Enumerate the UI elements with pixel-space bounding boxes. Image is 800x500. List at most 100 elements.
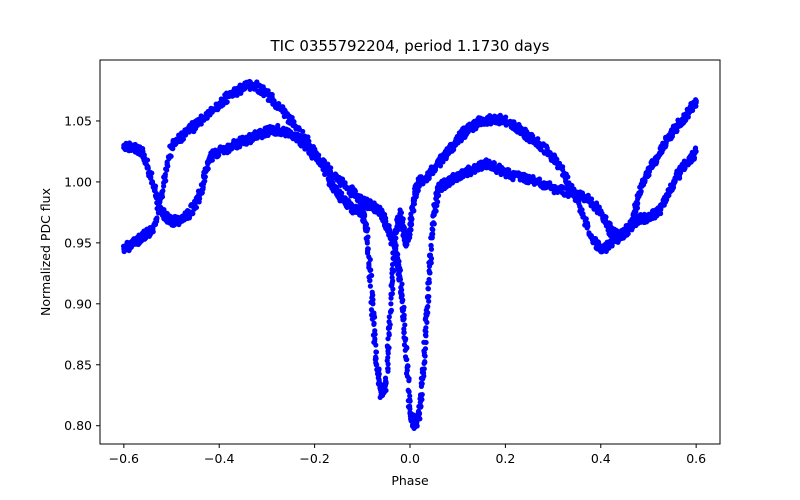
data-point — [373, 349, 379, 355]
data-point — [584, 221, 590, 228]
data-point — [398, 210, 405, 216]
data-point — [152, 185, 158, 191]
data-point — [637, 189, 643, 195]
data-point — [417, 392, 424, 398]
data-point — [147, 174, 154, 181]
data-point — [402, 347, 408, 353]
data-point — [401, 330, 407, 336]
data-point — [503, 174, 509, 180]
data-point — [411, 208, 417, 214]
data-point — [385, 350, 391, 356]
data-point — [691, 155, 698, 161]
data-point — [386, 332, 392, 338]
data-point — [315, 152, 321, 158]
data-point — [693, 100, 699, 106]
data-point — [367, 277, 373, 284]
y-axis-ticks: 0.80 0.85 0.90 0.95 1.00 1.05 — [64, 113, 100, 433]
data-point — [150, 226, 156, 232]
data-point — [371, 331, 377, 337]
data-point — [428, 242, 434, 249]
data-point — [193, 204, 200, 211]
data-point — [162, 172, 168, 178]
data-point — [402, 322, 408, 328]
data-point — [202, 178, 208, 184]
data-point — [291, 119, 297, 125]
data-point — [224, 99, 230, 105]
data-point — [397, 276, 404, 283]
data-point — [199, 190, 205, 196]
data-point — [366, 254, 372, 260]
data-point — [364, 228, 370, 234]
data-point — [603, 214, 609, 220]
data-point — [421, 348, 427, 354]
data-point — [370, 301, 376, 307]
data-point — [149, 170, 155, 176]
data-point — [396, 258, 402, 264]
data-point — [426, 298, 432, 304]
data-point — [407, 393, 413, 399]
data-point — [387, 309, 394, 315]
data-point — [425, 303, 431, 310]
data-point — [399, 299, 405, 305]
data-point — [399, 217, 405, 224]
data-point — [421, 366, 427, 372]
data-point — [300, 128, 306, 135]
data-point — [432, 208, 438, 214]
data-point — [427, 270, 433, 276]
data-point — [427, 252, 434, 258]
chart-title: TIC 0355792204, period 1.1730 days — [269, 37, 549, 55]
data-point — [419, 396, 425, 403]
data-point — [399, 308, 406, 314]
data-point — [365, 247, 371, 254]
data-point — [426, 276, 432, 283]
data-point — [373, 362, 379, 368]
data-point — [543, 143, 550, 149]
data-point — [406, 389, 412, 395]
data-point — [429, 221, 435, 227]
data-point — [170, 146, 176, 152]
data-point — [405, 398, 411, 404]
data-point — [202, 174, 208, 180]
data-point — [404, 364, 410, 371]
data-point — [385, 366, 391, 372]
data-point — [164, 162, 170, 168]
y-tick-label: 0.85 — [64, 357, 92, 372]
x-tick-label: 0.6 — [686, 451, 706, 466]
data-point — [429, 226, 435, 232]
data-point — [423, 339, 429, 346]
data-point — [389, 274, 395, 281]
data-point — [389, 280, 395, 286]
data-point — [426, 293, 432, 300]
data-point — [144, 165, 150, 171]
data-point — [160, 188, 166, 194]
x-tick-label: −0.2 — [299, 451, 329, 466]
data-point — [386, 314, 392, 320]
data-point — [635, 200, 641, 206]
data-point — [653, 161, 659, 167]
data-points-layer — [120, 78, 699, 431]
data-point — [676, 175, 683, 181]
data-point — [180, 136, 187, 142]
data-point — [197, 195, 203, 202]
data-point — [154, 215, 160, 221]
data-point — [503, 114, 509, 120]
data-point — [418, 383, 425, 389]
data-point — [243, 141, 250, 147]
y-tick-label: 0.80 — [64, 418, 92, 433]
data-point — [417, 416, 423, 422]
data-point — [395, 251, 401, 257]
y-axis-label: Normalized PDC flux — [38, 188, 53, 316]
x-tick-label: −0.4 — [204, 451, 234, 466]
data-point — [407, 403, 413, 409]
data-point — [401, 225, 407, 231]
y-tick-label: 1.00 — [64, 174, 92, 189]
data-point — [321, 158, 328, 164]
data-point — [388, 295, 394, 301]
data-point — [140, 150, 146, 156]
data-point — [682, 165, 688, 171]
data-point — [204, 167, 210, 173]
data-point — [352, 188, 359, 195]
data-point — [371, 314, 378, 320]
data-point — [418, 404, 424, 410]
data-point — [361, 211, 368, 218]
